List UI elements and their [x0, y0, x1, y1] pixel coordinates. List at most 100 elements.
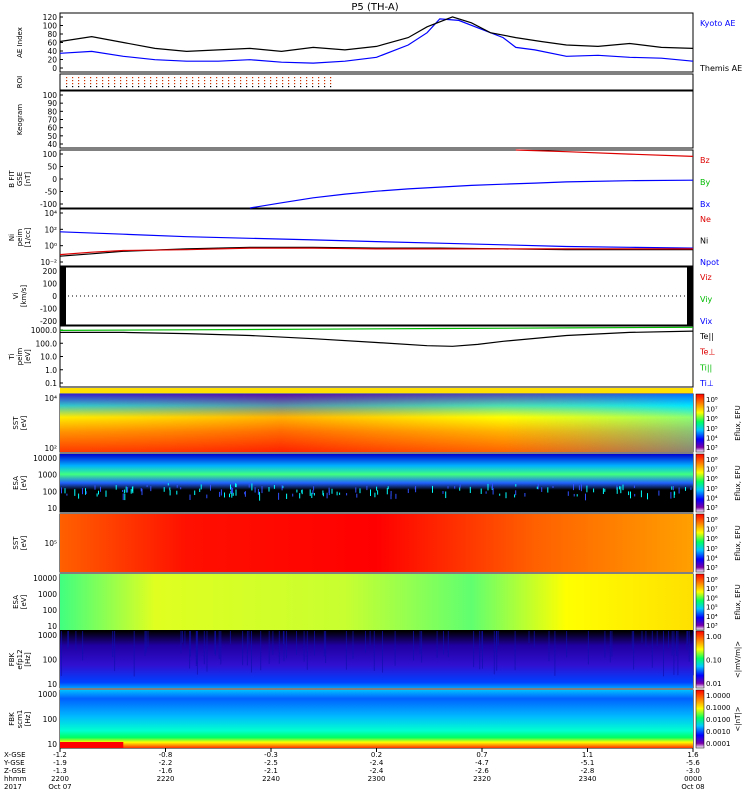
colorbar-tick: 10⁴	[706, 494, 718, 502]
speckle	[628, 491, 629, 495]
ytick-esa_i: 100	[43, 606, 58, 615]
legend-ae: Themis AE	[699, 64, 742, 73]
spectrogram-fbk_b	[60, 690, 693, 748]
roi-dot	[132, 80, 133, 81]
fbk-streak	[196, 631, 197, 664]
roi-dot	[180, 77, 181, 78]
fbk-streak	[588, 631, 589, 665]
roi-dot	[126, 86, 127, 87]
speckle	[97, 493, 98, 496]
xtick-label: 0.2	[371, 751, 382, 759]
roi-dot	[72, 86, 73, 87]
roi-dot	[288, 86, 289, 87]
xtick-label: 2240	[262, 775, 280, 783]
roi-dot	[120, 77, 121, 78]
ylabel-esa_i: ESA	[12, 595, 20, 609]
colorbar-tick: 0.01	[706, 680, 722, 688]
ylabel-temperature: Ti	[8, 353, 16, 360]
colorbar-4: 1.000.100.01<|mV/m|>	[696, 631, 742, 688]
plot-title: P5 (TH-A)	[351, 2, 398, 13]
roi-dot	[108, 86, 109, 87]
themis-summary-plot: P5 (TH-A) AE Index120100806040200Kyoto A…	[0, 0, 750, 800]
roi-dot	[270, 80, 271, 81]
ylabel-velocity: [km/s]	[20, 285, 28, 308]
ylabel-keogram: Keogram	[16, 104, 24, 135]
roi-dot	[114, 83, 115, 84]
xtick-label: -0.8	[159, 751, 173, 759]
roi-dot	[234, 83, 235, 84]
roi-dot	[198, 86, 199, 87]
roi-dot	[120, 86, 121, 87]
roi-dot	[288, 83, 289, 84]
speckle	[387, 488, 388, 494]
roi-dot	[300, 77, 301, 78]
ytick-bfield: 100	[43, 150, 58, 159]
speckle	[586, 486, 587, 493]
roi-dot	[264, 80, 265, 81]
fbk-streak	[676, 631, 677, 656]
ytick-esa_i: 10	[47, 622, 57, 631]
roi-dot	[204, 77, 205, 78]
fbk-streak	[296, 631, 297, 655]
speckle	[169, 487, 170, 490]
time-axis: X-GSEY-GSEZ-GSEhhmm2017-1.2-1.9-1.32200-…	[3, 748, 705, 791]
roi-dot	[312, 86, 313, 87]
panel-frame-keogram	[60, 91, 693, 148]
roi-dot	[330, 80, 331, 81]
roi-dot	[174, 77, 175, 78]
colorbar-tick: 10⁶	[706, 535, 718, 543]
roi-dot	[216, 80, 217, 81]
spectrogram-esa_e	[60, 454, 693, 512]
fbk-streak	[114, 631, 115, 671]
speckle	[671, 486, 672, 489]
xaxis-row-label: Z-GSE	[4, 767, 26, 775]
fbk-streak	[677, 631, 678, 675]
roi-dot	[312, 80, 313, 81]
ytick-sst_i: 10⁵	[44, 539, 57, 548]
speckle	[231, 493, 232, 498]
colorbar-label: <|mV/m|>	[734, 641, 742, 678]
roi-dot	[126, 80, 127, 81]
fbk-streak	[374, 631, 375, 671]
fbk-streak	[184, 631, 185, 648]
fbk-streak	[632, 631, 633, 649]
speckle	[106, 491, 107, 497]
speckle	[647, 493, 648, 499]
roi-dot	[210, 83, 211, 84]
speckle	[142, 489, 143, 495]
speckle	[454, 486, 455, 489]
roi-dot	[102, 77, 103, 78]
speckle	[95, 485, 96, 489]
speckle	[432, 486, 433, 493]
roi-dot	[294, 83, 295, 84]
roi-dot	[114, 86, 115, 87]
roi-dot	[210, 86, 211, 87]
roi-dot	[180, 86, 181, 87]
speckle	[86, 491, 87, 494]
roi-dot	[66, 77, 67, 78]
speckle	[408, 489, 409, 493]
roi-dot	[318, 86, 319, 87]
colorbar-tick: 1.00	[706, 633, 722, 641]
colorbar-swatch	[696, 631, 704, 688]
roi-dot	[78, 80, 79, 81]
roi-dot	[150, 80, 151, 81]
roi-dot	[324, 80, 325, 81]
roi-dot	[96, 80, 97, 81]
panel-bfield: B FIT GSE [nT] 100 50 0 -50 -100 Bz By Bx	[8, 150, 710, 209]
fbk-streak	[75, 631, 76, 650]
xtick-label: -2.4	[370, 759, 384, 767]
speckle	[262, 486, 263, 493]
legend-bfield: Bx	[700, 200, 710, 209]
colorbar-tick: 10⁸	[706, 396, 718, 404]
speckle	[581, 484, 582, 491]
ytick-bfield: 0	[52, 175, 57, 184]
colorbar-tick: 10⁴	[706, 613, 718, 621]
roi-dot	[288, 77, 289, 78]
fbk-streak	[251, 631, 252, 673]
speckle	[251, 483, 252, 490]
speckle	[481, 489, 482, 494]
fbk-streak	[145, 631, 146, 656]
panel-velocity: Vi [km/s]2001000-100-200VizViyVix	[12, 267, 713, 326]
speckle	[150, 486, 151, 491]
